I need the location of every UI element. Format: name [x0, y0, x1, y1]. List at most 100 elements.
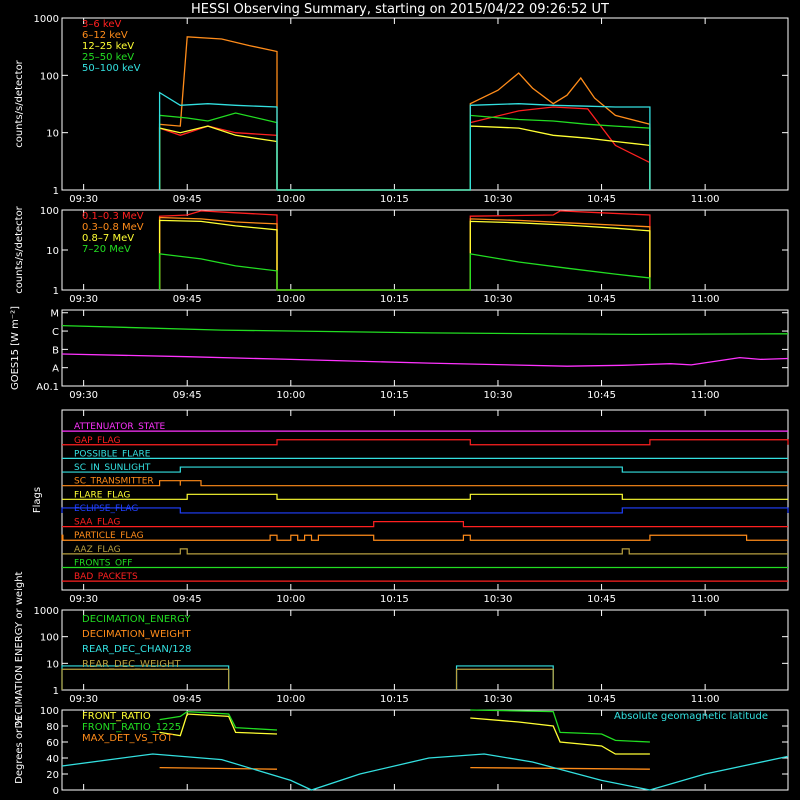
- x-tick-label: 09:30: [69, 694, 98, 705]
- y-tick-label: 60: [46, 738, 59, 749]
- goes-series-line: [61, 324, 789, 336]
- x-tick-label: 11:00: [691, 294, 720, 305]
- x-tick-label: 09:30: [69, 594, 98, 605]
- x-tick-label: 09:30: [69, 294, 98, 305]
- flag-trace: [62, 520, 788, 528]
- y-tick-label: 10: [46, 659, 59, 670]
- x-tick-label: 09:45: [173, 594, 202, 605]
- x-tick-label: 10:30: [484, 294, 513, 305]
- flag-label: GAP_FLAG: [74, 436, 120, 446]
- x-tick-label: 10:15: [380, 294, 409, 305]
- x-tick-label: 10:30: [484, 194, 513, 205]
- y-tick-label: 100: [40, 633, 59, 644]
- legend-entry: 6–12 keV: [82, 30, 128, 41]
- x-tick-label: 10:30: [484, 694, 513, 705]
- x-tick-label: 10:15: [380, 194, 409, 205]
- flag-label: BAD_PACKETS: [74, 572, 138, 582]
- flag-trace: [62, 548, 788, 555]
- x-tick-label: 09:30: [69, 390, 98, 401]
- hxr-high-frame: [61, 209, 789, 291]
- y-tick-label: A0.1: [36, 382, 59, 393]
- legend-entry: 12–25 keV: [82, 41, 134, 52]
- goes-frame: [61, 309, 789, 387]
- y-tick-label: 40: [46, 754, 59, 765]
- y-tick-label: 100: [40, 706, 59, 717]
- x-tick-label: 10:45: [587, 694, 616, 705]
- x-tick-label: 10:45: [587, 294, 616, 305]
- flags-frame: [61, 409, 789, 591]
- flag-label: SAA_FLAG: [74, 518, 120, 528]
- figure-title: HESSI Observing Summary, starting on 201…: [191, 2, 609, 17]
- flag-trace: [62, 493, 788, 500]
- y-tick-label: 1000: [34, 606, 59, 617]
- x-tick-label: 10:15: [380, 594, 409, 605]
- x-tick-label: 11:00: [691, 390, 720, 401]
- hxr-low-frame: [61, 17, 789, 191]
- y-tick-label: M: [50, 309, 59, 320]
- x-tick-label: 10:45: [587, 594, 616, 605]
- geomagnetic-latitude-line: [61, 753, 789, 791]
- y-tick-label: 80: [46, 722, 59, 733]
- hxr-low-series-line: [158, 91, 651, 191]
- legend-entry: MAX_DET_VS_TOT: [82, 733, 174, 744]
- legend-entry: 50–100 keV: [82, 63, 141, 74]
- flag-label: SC_IN_SUNLIGHT: [74, 463, 151, 473]
- flag-label: ECLIPSE_FLAG: [74, 504, 138, 514]
- flag-label: AAZ_FLAG: [74, 545, 121, 555]
- ratios-frame: [61, 709, 789, 791]
- x-tick-label: 09:45: [173, 294, 202, 305]
- y-tick-label: 1: [53, 286, 59, 297]
- y-axis-label: Flags: [32, 487, 43, 513]
- x-tick-label: 09:45: [173, 390, 202, 401]
- hxr-low-series-line: [158, 106, 651, 191]
- y-tick-label: 1: [53, 686, 59, 697]
- x-tick-label: 09:30: [69, 194, 98, 205]
- legend-entry: DECIMATION_WEIGHT: [82, 629, 191, 640]
- goes-series-line: [61, 353, 789, 367]
- ratio-series-line: [159, 713, 278, 737]
- hxr-low-series-line: [158, 36, 651, 191]
- y-axis-label: DECIMATION ENERGY or weight: [14, 571, 25, 728]
- x-tick-label: 09:45: [173, 194, 202, 205]
- hxr-low-series-line: [158, 125, 651, 191]
- y-tick-label: C: [52, 327, 59, 338]
- x-tick-label: 10:45: [587, 390, 616, 401]
- y-tick-label: 1000: [34, 14, 59, 25]
- y-tick-label: 1: [53, 186, 59, 197]
- hxr-low-series-line: [158, 112, 651, 191]
- y-tick-label: 0: [53, 786, 59, 797]
- ratio-series-line: [470, 709, 650, 743]
- flag-trace: [62, 466, 788, 473]
- legend-entry: FRONT_RATIO_1225: [82, 722, 181, 733]
- x-tick-label: 10:00: [276, 194, 305, 205]
- y-tick-label: 20: [46, 770, 59, 781]
- flag-label: FLARE_FLAG: [74, 490, 130, 500]
- legend-entry: 25–50 keV: [82, 52, 134, 63]
- flag-label: POSSIBLE_FLARE: [74, 449, 151, 459]
- flag-trace: [62, 480, 788, 487]
- legend-entry: FRONT_RATIO: [82, 711, 151, 722]
- y-tick-label: 100: [40, 206, 59, 217]
- ratio-series-line: [470, 766, 650, 770]
- decimation-trace: [455, 668, 554, 690]
- x-tick-label: 10:00: [276, 390, 305, 401]
- legend-entry: 3–6 keV: [82, 19, 121, 30]
- x-tick-label: 10:15: [380, 694, 409, 705]
- y-tick-label: B: [52, 345, 59, 356]
- legend-entry: 0.8–7 MeV: [82, 233, 134, 244]
- legend-entry: 0.1–0.3 MeV: [82, 211, 144, 222]
- decimation-frame: [61, 609, 789, 691]
- ratio-series-line: [470, 717, 650, 755]
- y-tick-label: 10: [46, 129, 59, 140]
- ratio-series-line: [159, 710, 278, 731]
- x-tick-label: 10:45: [587, 194, 616, 205]
- x-tick-label: 10:30: [484, 594, 513, 605]
- legend-entry: DECIMATION_ENERGY: [82, 614, 191, 625]
- latitude-annotation: Absolute geomagnetic latitude: [614, 711, 768, 722]
- y-tick-label: 100: [40, 71, 59, 82]
- hxr-high-series-line: [158, 216, 651, 291]
- y-tick-label: 10: [46, 246, 59, 257]
- legend-entry: REAR_DEC_CHAN/128: [82, 644, 191, 655]
